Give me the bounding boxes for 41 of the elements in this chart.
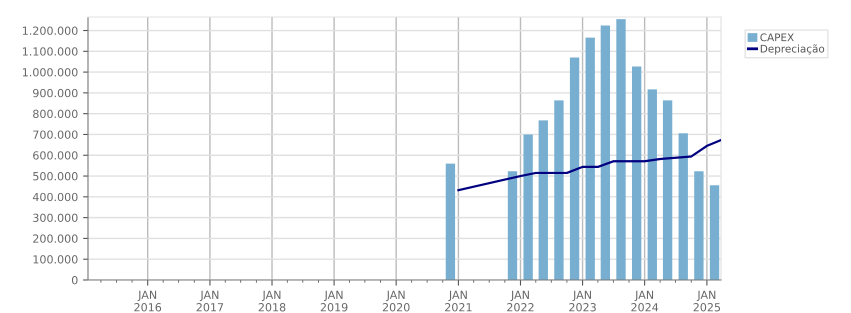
line-series: [457, 138, 721, 192]
y-tick-label: 400.000: [32, 192, 78, 202]
x-tick-label: JAN 2024: [631, 290, 658, 312]
bar: [523, 134, 533, 280]
x-tick-label: JAN 2023: [569, 290, 596, 312]
y-tick-label: 300.000: [33, 214, 78, 222]
bar: [678, 133, 688, 280]
legend-label: CAPEX: [760, 33, 794, 42]
bar: [586, 38, 595, 280]
bar: [600, 26, 610, 280]
bar: [694, 171, 704, 280]
bar: [616, 19, 626, 280]
bar: [662, 100, 672, 280]
bar: [508, 171, 518, 280]
x-tick-label: JAN 2022: [507, 290, 534, 312]
bar: [446, 164, 456, 280]
y-tick-label: 900.000: [33, 88, 78, 98]
bar: [648, 89, 657, 280]
legend-label: Depreciação: [760, 44, 824, 55]
y-tick-label: 600.000: [33, 151, 78, 160]
bar: [538, 120, 548, 280]
y-tick-label: 1.100.000: [22, 47, 78, 56]
bar: [710, 185, 720, 280]
y-tick-label: 800.000: [33, 110, 78, 118]
y-tick-label: 700.000: [33, 130, 78, 139]
x-tick-label: JAN 2025: [694, 290, 720, 312]
x-tick-label: JAN 2021: [445, 290, 472, 312]
y-tick-label: 100.000: [34, 255, 78, 264]
x-tick-label: JAN 2017: [196, 290, 224, 312]
x-tick-label: JAN 2020: [382, 290, 410, 312]
x-tick-label: JAN 2018: [258, 290, 286, 312]
bar: [632, 66, 642, 280]
bar: [570, 58, 580, 280]
y-tick-label: 1.000.000: [22, 68, 78, 76]
x-tick-label: JAN 2016: [134, 290, 162, 312]
y-tick-label: 1.200.000: [22, 26, 78, 35]
y-tick-label: 500.000: [33, 172, 78, 180]
y-tick-label: 0: [72, 276, 78, 284]
y-tick-label: 200.000: [33, 234, 78, 243]
bar: [554, 100, 564, 280]
x-tick-label: JAN 2019: [320, 290, 348, 312]
